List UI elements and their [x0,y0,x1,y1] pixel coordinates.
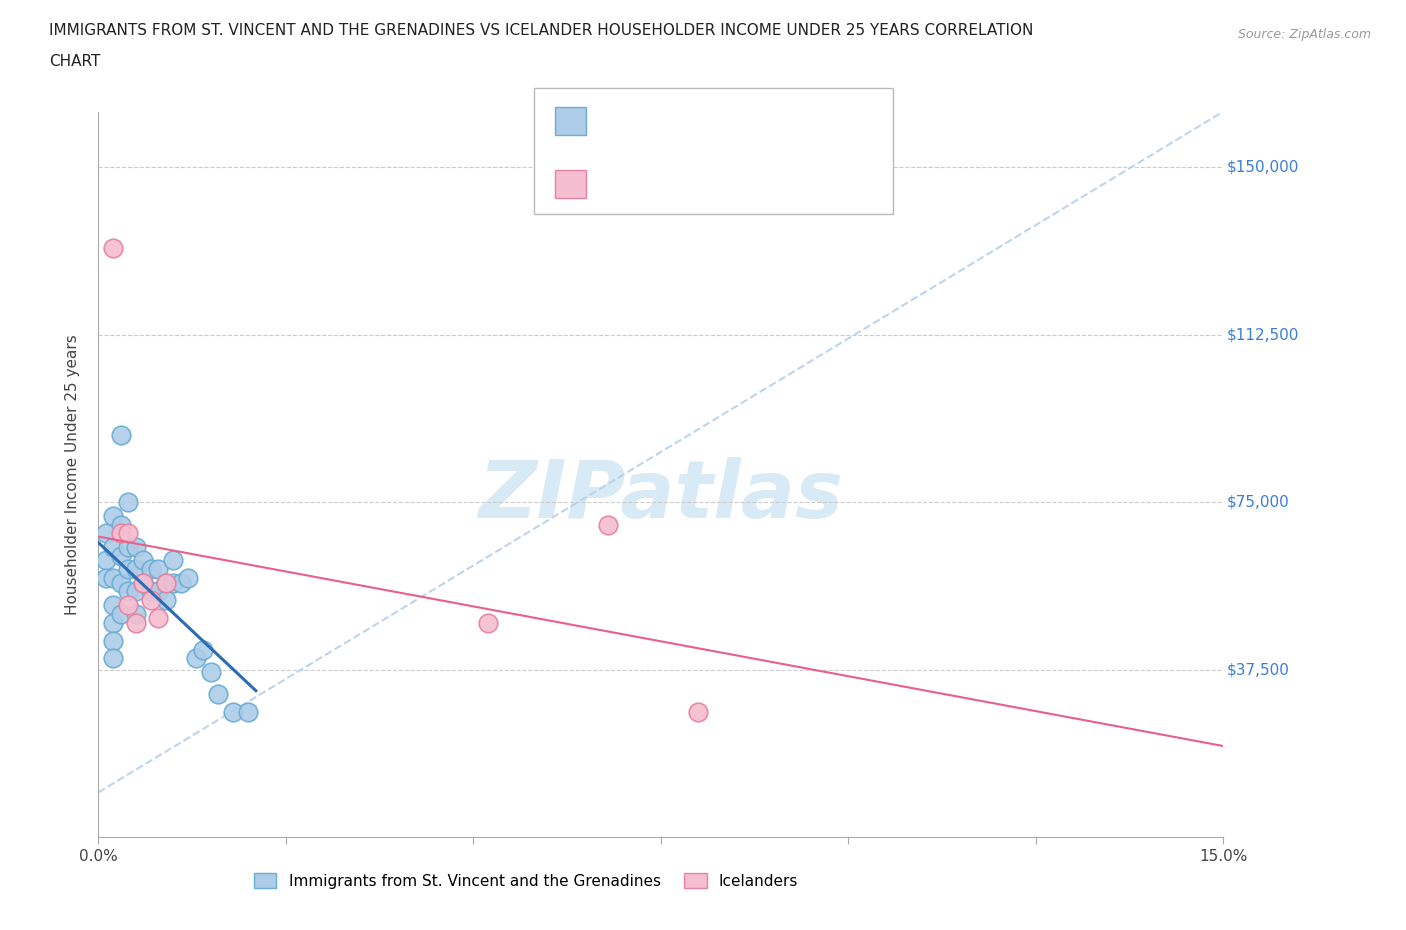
Text: Source: ZipAtlas.com: Source: ZipAtlas.com [1237,28,1371,41]
Point [103,240,125,255]
Point [207,686,229,701]
Point [125,539,148,554]
Text: ZIPatlas: ZIPatlas [478,457,844,535]
Point [103,616,125,631]
Text: R =: R = [598,113,636,128]
Point [132,575,155,590]
Point [155,575,177,590]
Text: $150,000: $150,000 [1226,160,1299,175]
Point [117,526,139,541]
Point [222,705,245,720]
Point [162,575,184,590]
Point [103,633,125,648]
Point [103,539,125,554]
Text: CHART: CHART [49,54,101,69]
Point [110,549,132,564]
Point [688,705,710,720]
Point [110,526,132,541]
Point [177,571,200,586]
Point [94,552,117,567]
Text: $37,500: $37,500 [1226,662,1289,677]
Point [110,428,132,443]
Point [103,597,125,612]
Text: R =: R = [598,177,631,192]
Point [94,526,117,541]
Point [148,562,170,577]
Point [148,584,170,599]
Point [193,642,215,657]
Point [117,597,139,612]
Point [94,571,117,586]
Text: N =: N = [703,113,747,128]
Point [110,606,132,621]
Point [132,575,155,590]
Point [148,611,170,626]
Point [170,575,193,590]
Point [117,495,139,510]
Point [598,517,620,532]
Point [125,616,148,631]
Point [162,552,184,567]
Point [125,606,148,621]
Point [477,616,499,631]
Point [125,584,148,599]
Point [103,571,125,586]
Text: 41: 41 [756,113,778,128]
Point [103,508,125,523]
Text: -0.017: -0.017 [640,177,695,192]
Y-axis label: Householder Income Under 25 years: Householder Income Under 25 years [65,334,80,615]
Text: 0.223: 0.223 [643,113,690,128]
Text: IMMIGRANTS FROM ST. VINCENT AND THE GRENADINES VS ICELANDER HOUSEHOLDER INCOME U: IMMIGRANTS FROM ST. VINCENT AND THE GREN… [49,23,1033,38]
Legend: Immigrants from St. Vincent and the Grenadines, Icelanders: Immigrants from St. Vincent and the Gren… [247,867,804,895]
Point [155,575,177,590]
Point [117,584,139,599]
Point [155,593,177,608]
Point [200,664,222,679]
Point [117,562,139,577]
Point [238,705,260,720]
Text: 12: 12 [756,177,778,192]
Point [139,593,162,608]
Point [103,651,125,666]
Text: $75,000: $75,000 [1226,495,1289,510]
Point [125,562,148,577]
Text: $112,500: $112,500 [1226,327,1299,342]
Point [117,539,139,554]
Point [132,552,155,567]
Point [110,575,132,590]
Text: N =: N = [703,177,747,192]
Point [139,562,162,577]
Point [110,517,132,532]
Point [139,584,162,599]
Point [184,651,207,666]
